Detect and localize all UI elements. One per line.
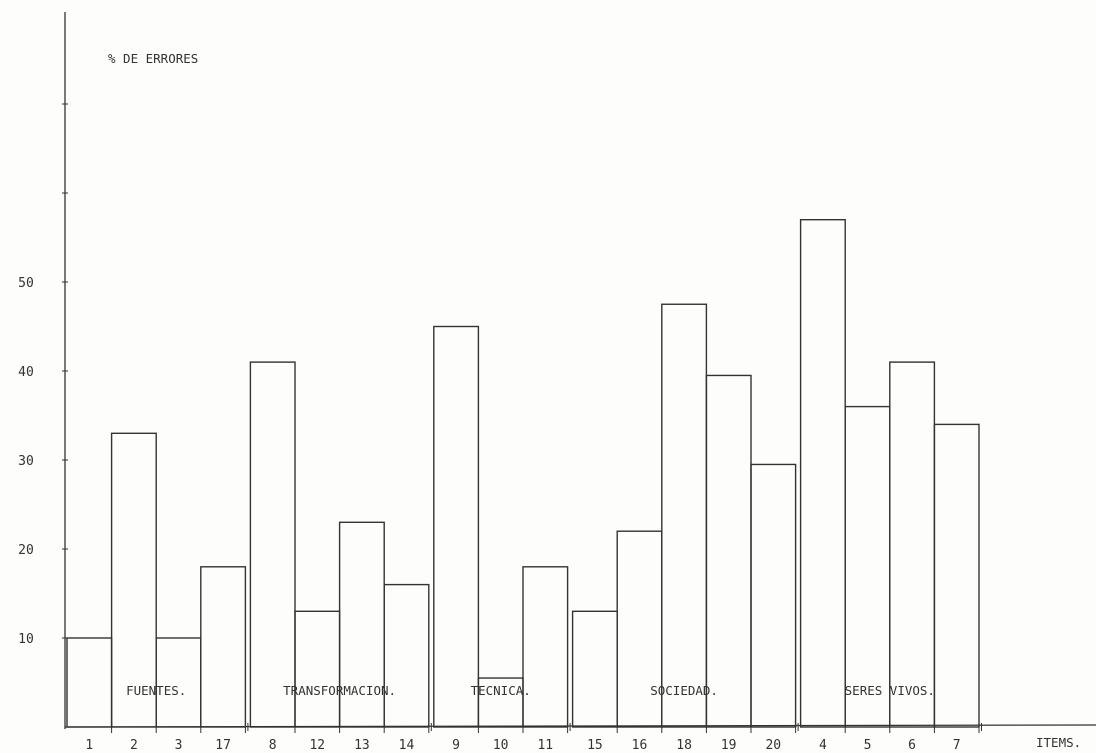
y-axis-title: % DE ERRORES bbox=[108, 51, 198, 66]
bar bbox=[799, 218, 846, 728]
bar bbox=[433, 325, 480, 728]
group-label: SOCIEDAD. bbox=[650, 683, 718, 698]
x-tick-label: 8 bbox=[269, 738, 277, 753]
x-tick-label: 7 bbox=[953, 738, 961, 753]
y-tick-label: 20 bbox=[18, 543, 34, 558]
x-tick-label: 10 bbox=[493, 738, 509, 753]
axes bbox=[62, 12, 1096, 733]
x-tick-label: 12 bbox=[309, 738, 325, 753]
bar bbox=[844, 405, 891, 728]
x-tick-label: 19 bbox=[721, 738, 737, 753]
bar bbox=[383, 583, 430, 728]
x-tick-label: 18 bbox=[676, 738, 692, 753]
x-tick-label: 9 bbox=[452, 738, 460, 753]
x-axis-title: ITEMS. bbox=[1036, 735, 1081, 750]
bar bbox=[522, 566, 569, 728]
bar bbox=[110, 432, 157, 728]
x-tick-label: 15 bbox=[587, 738, 603, 753]
x-tick-label: 2 bbox=[130, 738, 138, 753]
x-tick-label: 1 bbox=[85, 738, 93, 753]
bars bbox=[66, 218, 980, 728]
x-tick-label: 20 bbox=[765, 738, 781, 753]
group-label: TECNICA. bbox=[471, 683, 531, 698]
x-tick-label: 4 bbox=[819, 738, 827, 753]
x-tick-label: 13 bbox=[354, 738, 370, 753]
bar bbox=[66, 637, 113, 728]
group-label: FUENTES. bbox=[126, 683, 186, 698]
bar bbox=[571, 610, 618, 728]
bar bbox=[249, 361, 296, 728]
x-tick-label: 11 bbox=[537, 738, 553, 753]
group-label: SERES VIVOS. bbox=[845, 683, 935, 698]
bar bbox=[661, 303, 708, 728]
x-tick-label: 6 bbox=[908, 738, 916, 753]
x-tick-label: 5 bbox=[864, 738, 872, 753]
y-tick-label: 40 bbox=[18, 365, 34, 380]
y-tick-label: 50 bbox=[18, 276, 34, 291]
bar bbox=[750, 463, 797, 728]
y-tick-label: 30 bbox=[18, 454, 34, 469]
x-tick-label: 3 bbox=[175, 738, 183, 753]
bar bbox=[933, 423, 980, 728]
bar bbox=[294, 610, 341, 728]
bar bbox=[705, 374, 752, 728]
bar bbox=[889, 361, 936, 728]
x-tick-label: 14 bbox=[399, 738, 415, 753]
group-label: TRANSFORMACION. bbox=[283, 683, 396, 698]
x-tick-label: 17 bbox=[215, 738, 231, 753]
bar bbox=[200, 566, 247, 728]
y-tick-label: 10 bbox=[18, 632, 34, 647]
x-tick-label: 16 bbox=[632, 738, 648, 753]
